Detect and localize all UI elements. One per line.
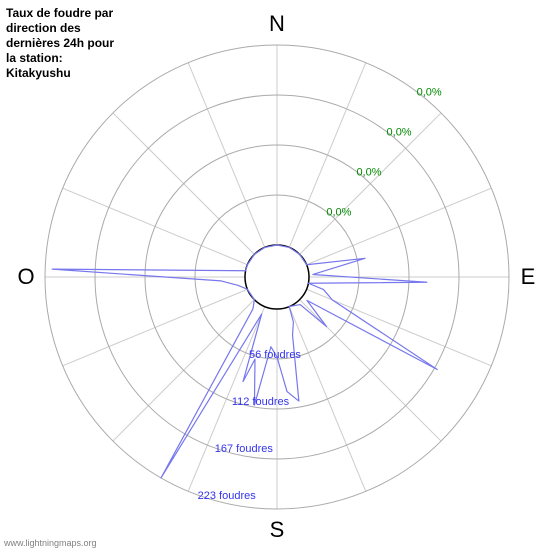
ring-label-percent: 0,0% bbox=[387, 127, 412, 139]
cardinal-label: S bbox=[270, 517, 285, 542]
ring-label-count: 56 foudres bbox=[249, 349, 301, 361]
ring-label-count: 223 foudres bbox=[198, 490, 257, 502]
ring-label-count: 112 foudres bbox=[232, 396, 290, 408]
ring-label-percent: 0,0% bbox=[356, 167, 381, 179]
cardinal-label: E bbox=[521, 264, 536, 289]
cardinal-label: N bbox=[269, 11, 285, 36]
cardinal-label: O bbox=[17, 264, 34, 289]
ring-label-percent: 0,0% bbox=[417, 87, 442, 99]
ring-label-count: 167 foudres bbox=[215, 443, 274, 455]
polar-chart: N E S O 0,0% 0,0% 0,0% 0,0% 56 foudres 112 foudre… bbox=[0, 0, 550, 550]
ring-label-percent: 0,0% bbox=[326, 207, 351, 219]
